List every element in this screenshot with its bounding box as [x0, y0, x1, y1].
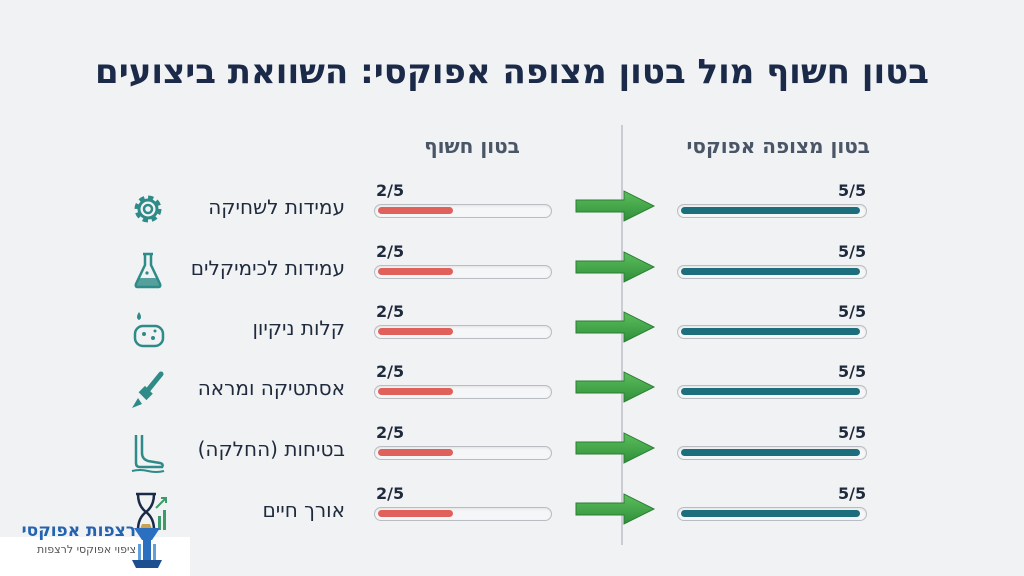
score-label-bare: 2/5 [376, 302, 405, 321]
bar-track-bare [374, 385, 552, 399]
category-label: אורך חיים [262, 498, 346, 522]
score-label-epoxy: 5/5 [838, 242, 867, 261]
bar-bare [378, 388, 453, 395]
bar-bare [378, 207, 453, 214]
arrow-right-icon [575, 190, 656, 222]
score-label-epoxy: 5/5 [838, 302, 867, 321]
flask-icon [134, 252, 162, 289]
arrow-right-icon [575, 432, 656, 464]
bar-track-bare [374, 204, 552, 218]
arrow-right-icon [575, 251, 656, 283]
logo-background [0, 537, 190, 576]
score-label-epoxy: 5/5 [838, 362, 867, 381]
gear-icon [134, 195, 162, 223]
bar-epoxy [681, 328, 860, 335]
comparison-row: עמידות לשחיקה 2/5 5/5 [0, 181, 1024, 267]
bar-epoxy [681, 510, 860, 517]
category-label: בטיחות (החלקה) [197, 437, 345, 461]
comparison-row: אסתטיקה ומראה 2/5 5/5 [0, 362, 1024, 448]
category-label: עמידות לשחיקה [208, 195, 345, 219]
logo-tagline: ציפוי אפוקסי לרצפות [36, 543, 136, 556]
arrow-right-icon [575, 493, 656, 525]
category-label: עמידות לכימיקלים [190, 256, 345, 280]
bar-track-bare [374, 507, 552, 521]
bar-epoxy [681, 388, 860, 395]
bar-epoxy [681, 268, 860, 275]
bar-track-epoxy [677, 265, 867, 279]
bar-epoxy [681, 207, 860, 214]
page-title: בטון חשוף מול בטון מצופה אפוקסי: השוואת … [95, 52, 929, 92]
score-label-bare: 2/5 [376, 242, 405, 261]
comparison-row: עמידות לכימיקלים 2/5 5/5 [0, 242, 1024, 328]
bar-bare [378, 328, 453, 335]
score-label-bare: 2/5 [376, 181, 405, 200]
bar-track-epoxy [677, 385, 867, 399]
comparison-row: קלות ניקיון 2/5 5/5 [0, 302, 1024, 388]
logo-pillar-icon [132, 528, 162, 568]
foot-slip-icon [131, 435, 165, 473]
bar-track-epoxy [677, 446, 867, 460]
bar-track-bare [374, 265, 552, 279]
bar-track-epoxy [677, 204, 867, 218]
column-divider [621, 125, 623, 545]
bar-track-epoxy [677, 325, 867, 339]
bar-epoxy [681, 449, 860, 456]
score-label-epoxy: 5/5 [838, 423, 867, 442]
bar-track-bare [374, 325, 552, 339]
score-label-bare: 2/5 [376, 484, 405, 503]
bar-bare [378, 268, 453, 275]
category-label: אסתטיקה ומראה [197, 376, 345, 400]
score-label-epoxy: 5/5 [838, 484, 867, 503]
bar-track-epoxy [677, 507, 867, 521]
score-label-bare: 2/5 [376, 423, 405, 442]
column-header-epoxy-concrete: בטון מצופה אפוקסי [686, 134, 870, 158]
score-label-epoxy: 5/5 [838, 181, 867, 200]
category-label: קלות ניקיון [252, 316, 345, 340]
comparison-row: בטיחות (החלקה) 2/5 5/5 [0, 423, 1024, 509]
arrow-right-icon [575, 311, 656, 343]
comparison-row: אורך חיים 2/5 5/5 [0, 484, 1024, 570]
bar-bare [378, 510, 453, 517]
score-label-bare: 2/5 [376, 362, 405, 381]
sponge-icon [133, 312, 165, 348]
paintbrush-icon [132, 371, 164, 408]
arrow-right-icon [575, 371, 656, 403]
logo-name: רצפות אפוקסי [21, 521, 136, 541]
bar-track-bare [374, 446, 552, 460]
column-header-bare-concrete: בטון חשוף [424, 134, 520, 158]
bar-bare [378, 449, 453, 456]
